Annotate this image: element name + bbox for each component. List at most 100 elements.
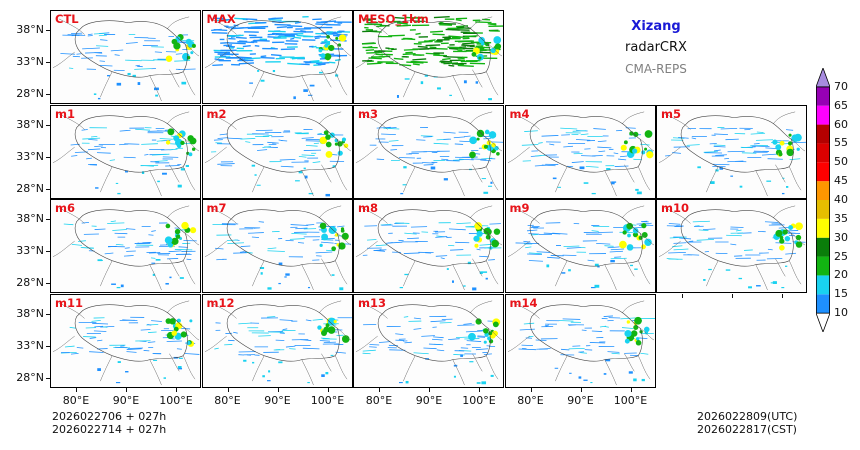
echo-streak bbox=[609, 250, 623, 253]
echo-streak bbox=[440, 61, 450, 65]
border-line bbox=[623, 258, 634, 277]
echo-streak bbox=[619, 155, 627, 157]
border-line bbox=[320, 164, 331, 182]
border-line bbox=[334, 166, 347, 190]
echo-streak bbox=[585, 165, 599, 168]
colorbar-level-label: 40 bbox=[834, 193, 848, 206]
province-boundary bbox=[74, 209, 188, 267]
echo-streak bbox=[151, 153, 170, 156]
border-line bbox=[210, 302, 237, 319]
echo-cell bbox=[181, 221, 189, 230]
echo-streak bbox=[256, 148, 267, 151]
echo-streak bbox=[433, 335, 444, 338]
echo-streak bbox=[135, 128, 151, 131]
echo-fragment bbox=[251, 164, 255, 167]
echo-streak bbox=[82, 47, 100, 50]
echo-streak bbox=[785, 252, 797, 255]
lon-tick bbox=[76, 388, 77, 392]
colorbar-level-label: 65 bbox=[834, 98, 848, 112]
echo-cell bbox=[325, 41, 330, 46]
echo-streak bbox=[764, 221, 779, 223]
echo-streak bbox=[126, 350, 137, 353]
echo-fragment bbox=[259, 267, 264, 270]
echo-streak bbox=[448, 337, 460, 340]
echo-fragment bbox=[467, 261, 471, 265]
echo-cell bbox=[174, 228, 181, 235]
echo-fragment bbox=[739, 185, 743, 188]
border-line bbox=[507, 335, 530, 352]
echo-cell bbox=[469, 136, 477, 144]
echo-fragment bbox=[107, 74, 110, 77]
panel-label: CTL bbox=[55, 12, 79, 26]
echo-cell bbox=[173, 326, 179, 332]
echo-streak bbox=[312, 318, 323, 321]
lon-tick-label: 80°E bbox=[517, 394, 544, 407]
echo-streak bbox=[71, 244, 83, 246]
echo-streak bbox=[266, 315, 275, 317]
echo-fragment bbox=[309, 84, 314, 87]
border-line bbox=[554, 166, 567, 192]
echo-fragment bbox=[460, 353, 463, 357]
border-line bbox=[639, 233, 654, 246]
echo-streak bbox=[453, 135, 465, 138]
lon-tick bbox=[530, 388, 532, 392]
echo-streak bbox=[416, 138, 426, 141]
border-line bbox=[472, 258, 483, 277]
echo-cell bbox=[782, 229, 788, 235]
echo-streak bbox=[443, 131, 456, 133]
echo-streak bbox=[239, 137, 255, 140]
echo-streak bbox=[88, 138, 98, 141]
echo-cell bbox=[175, 234, 181, 239]
echo-cell bbox=[633, 316, 642, 325]
echo-streak bbox=[692, 220, 710, 223]
echo-streak bbox=[69, 326, 77, 329]
echo-streak bbox=[288, 347, 296, 350]
border-line bbox=[775, 164, 786, 182]
echo-fragment bbox=[451, 280, 454, 283]
echo-streak bbox=[454, 143, 464, 145]
border-line bbox=[603, 264, 617, 291]
echo-streak bbox=[579, 351, 587, 354]
echo-streak bbox=[115, 244, 124, 246]
panel-label: m10 bbox=[661, 201, 689, 215]
echo-streak bbox=[151, 230, 156, 232]
echo-cell bbox=[778, 151, 783, 156]
echo-streak bbox=[405, 51, 413, 54]
echo-streak bbox=[617, 158, 626, 160]
echo-fragment bbox=[420, 81, 424, 85]
echo-streak bbox=[735, 229, 742, 232]
colorbar-frame bbox=[816, 86, 830, 314]
echo-cell bbox=[494, 43, 502, 50]
border-line bbox=[336, 233, 351, 246]
echo-streak bbox=[76, 346, 84, 349]
echo-streak bbox=[560, 348, 569, 350]
echo-streak bbox=[123, 156, 136, 158]
echo-streak bbox=[785, 128, 794, 131]
echo-streak bbox=[488, 259, 495, 261]
echo-streak bbox=[110, 49, 124, 52]
border-line bbox=[773, 205, 796, 218]
echo-fragment bbox=[396, 95, 399, 98]
echo-cell bbox=[173, 134, 180, 141]
echo-streak bbox=[101, 325, 108, 328]
echo-streak bbox=[71, 154, 78, 157]
echo-streak bbox=[109, 158, 116, 161]
border-line bbox=[488, 233, 503, 246]
echo-streak bbox=[313, 142, 319, 144]
colorbar-segment bbox=[816, 218, 830, 238]
border-line bbox=[755, 264, 768, 291]
border-line bbox=[403, 166, 416, 192]
echo-streak bbox=[589, 341, 605, 343]
echo-cell bbox=[320, 233, 328, 241]
border-line bbox=[773, 111, 796, 124]
border-line bbox=[251, 71, 264, 98]
echo-streak bbox=[249, 25, 268, 28]
echo-cell bbox=[165, 55, 173, 62]
init-time-footer: 2026022706 + 027h 2026022714 + 027h bbox=[52, 410, 166, 436]
border-line bbox=[204, 335, 227, 352]
echo-streak bbox=[415, 32, 421, 35]
echo-streak bbox=[276, 26, 287, 29]
echo-fragment bbox=[485, 277, 488, 280]
echo-streak bbox=[395, 332, 404, 335]
